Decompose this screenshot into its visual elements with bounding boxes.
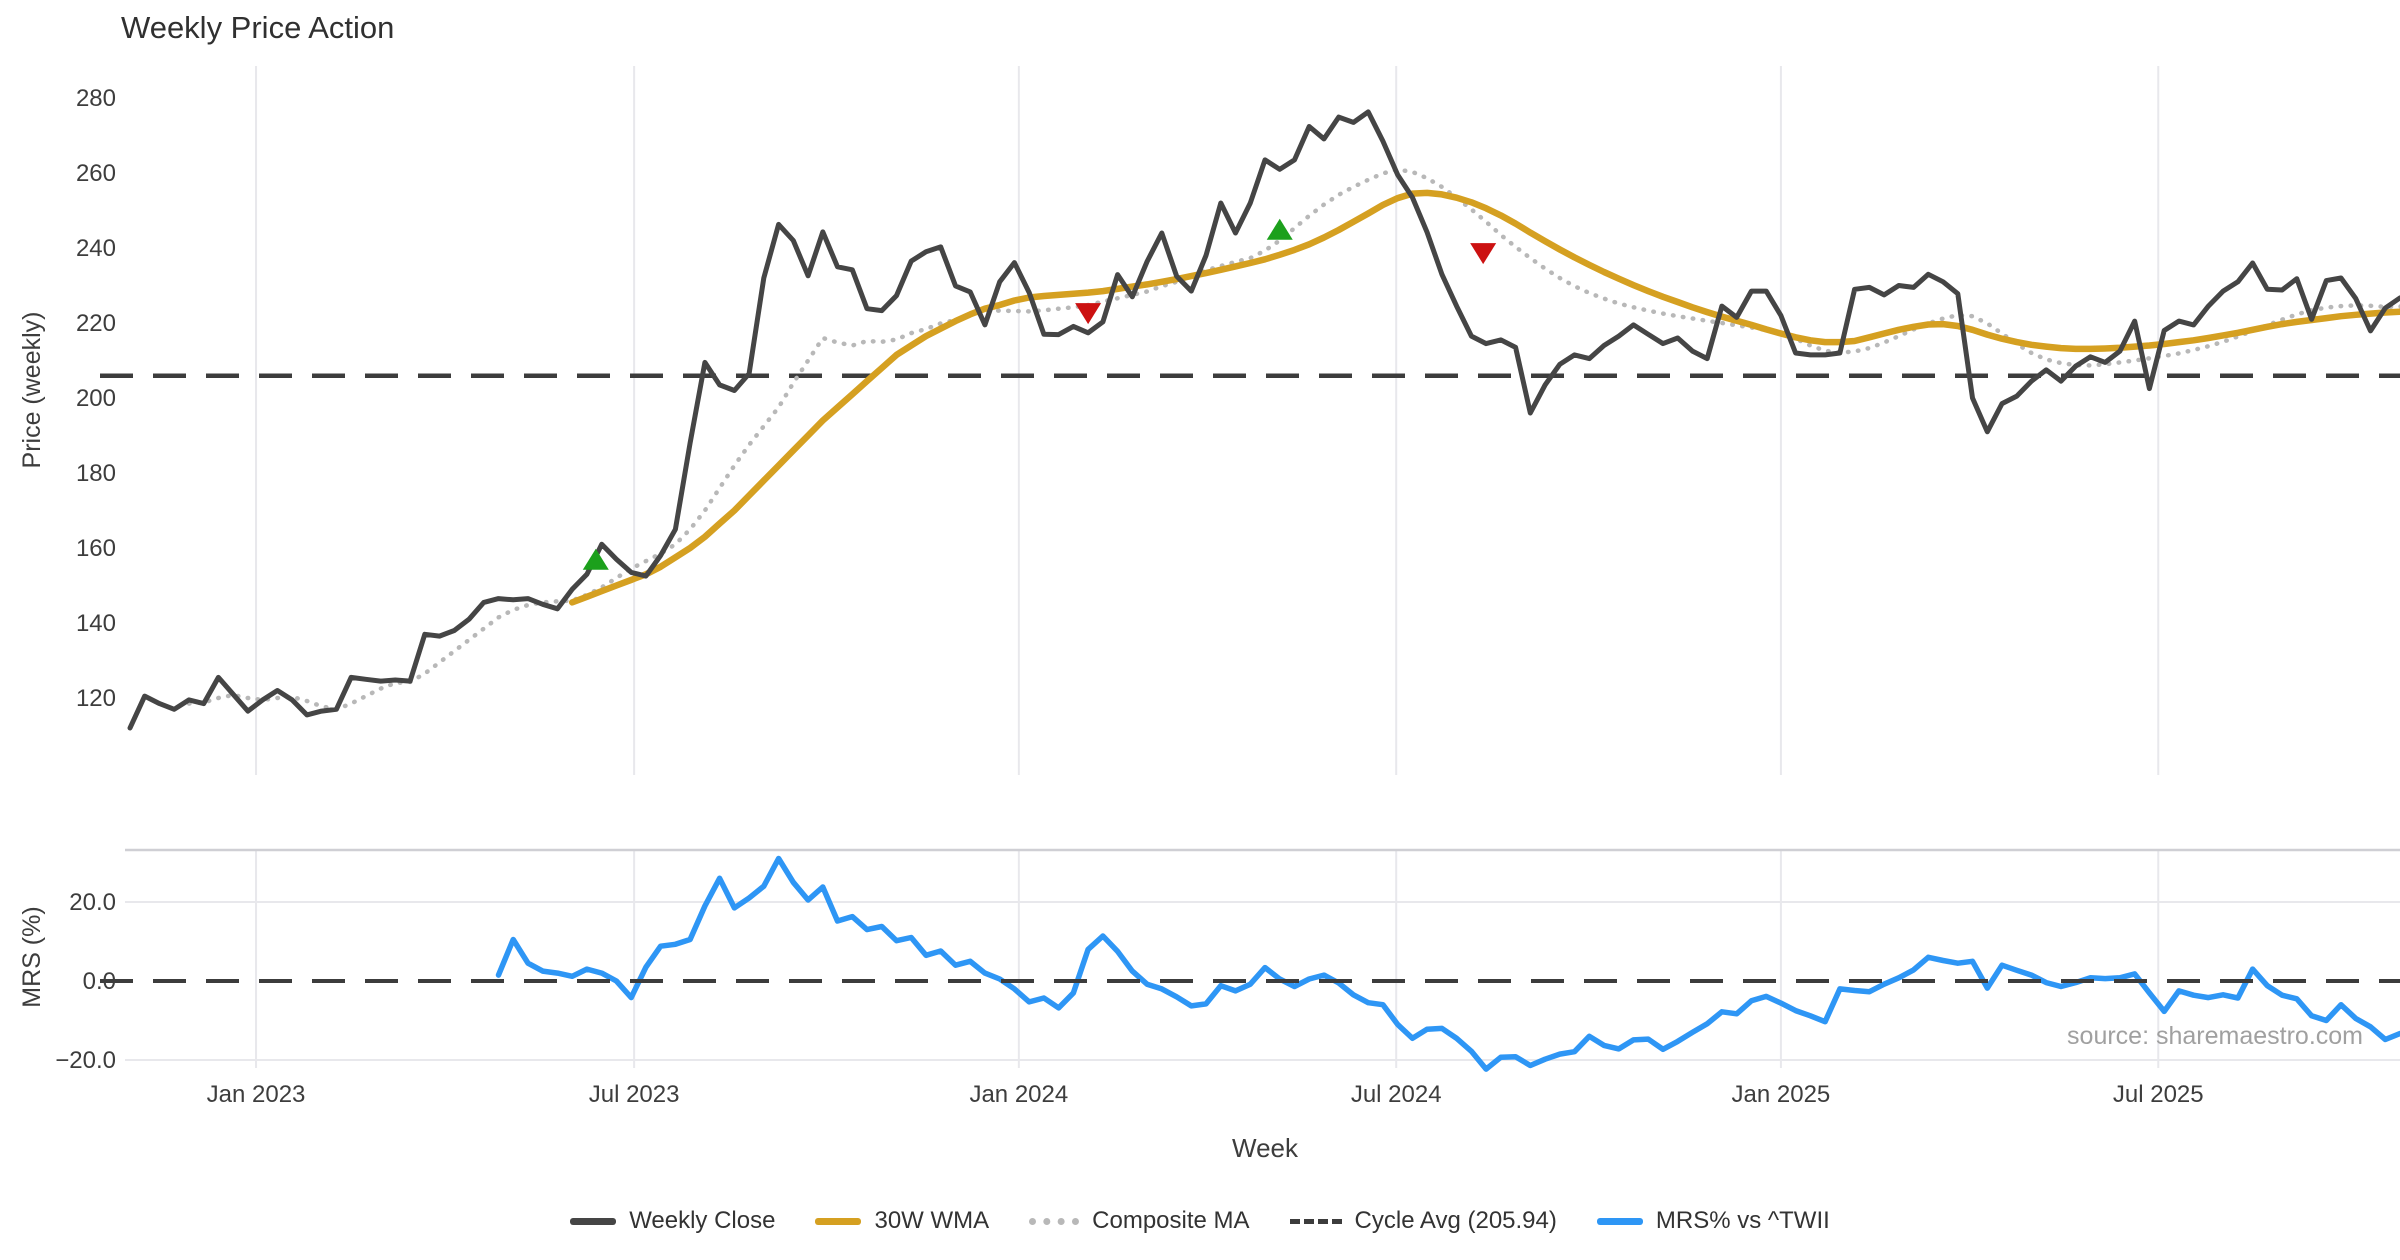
legend-label: Cycle Avg (205.94) bbox=[1354, 1207, 1557, 1234]
svg-text:20.0: 20.0 bbox=[69, 889, 116, 916]
svg-text:−20.0: −20.0 bbox=[55, 1047, 116, 1074]
svg-text:Jul 2023: Jul 2023 bbox=[589, 1081, 680, 1108]
svg-text:Jan 2023: Jan 2023 bbox=[207, 1081, 306, 1108]
mrs-axis-ticks: 20.00.0−20.0 bbox=[55, 889, 116, 1074]
svg-text:200: 200 bbox=[76, 385, 116, 412]
wma-swatch-icon bbox=[815, 1217, 862, 1225]
source-credit: source: sharemaestro.com bbox=[2067, 1022, 2363, 1050]
price-axis-label: Price (weekly) bbox=[18, 312, 46, 469]
legend-item-weekly-close: Weekly Close bbox=[570, 1207, 775, 1235]
svg-text:160: 160 bbox=[76, 535, 116, 562]
mrs-panel-gridlines bbox=[125, 848, 2400, 1068]
svg-text:120: 120 bbox=[76, 685, 116, 712]
x-axis-ticks: Jan 2023 Jul 2023 Jan 2024 Jul 2024 Jan 2025… bbox=[207, 1081, 2204, 1108]
signal-markers bbox=[582, 218, 1497, 570]
legend-item-cycle-avg: Cycle Avg (205.94) bbox=[1289, 1207, 1557, 1235]
svg-text:Jan 2024: Jan 2024 bbox=[969, 1081, 1068, 1108]
page-title: Weekly Price Action bbox=[121, 10, 394, 45]
svg-text:180: 180 bbox=[76, 460, 116, 487]
mrs-swatch-icon bbox=[1596, 1217, 1643, 1225]
price-panel-gridlines bbox=[255, 66, 2160, 775]
legend: Weekly Close 30W WMA Composite MA Cycle … bbox=[0, 1207, 2400, 1235]
cycle-avg-swatch-icon bbox=[1289, 1218, 1342, 1224]
legend-label: MRS% vs ^TWII bbox=[1655, 1207, 1830, 1234]
price-axis-ticks: 280 260 240 220 200 180 160 140 120 bbox=[76, 85, 116, 712]
legend-item-wma: 30W WMA bbox=[815, 1207, 989, 1235]
legend-item-mrs: MRS% vs ^TWII bbox=[1596, 1207, 1830, 1235]
wma-line bbox=[568, 189, 2400, 606]
legend-label: Weekly Close bbox=[629, 1207, 776, 1234]
x-axis-label: Week bbox=[1232, 1133, 1299, 1163]
svg-text:280: 280 bbox=[76, 85, 116, 112]
composite-swatch-icon bbox=[1029, 1217, 1080, 1225]
mrs-axis-label: MRS (%) bbox=[18, 906, 46, 1007]
svg-text:Jul 2024: Jul 2024 bbox=[1351, 1081, 1442, 1108]
weekly-close-line bbox=[127, 109, 2400, 731]
legend-item-composite: Composite MA bbox=[1029, 1207, 1250, 1235]
legend-label: Composite MA bbox=[1092, 1207, 1250, 1234]
svg-text:140: 140 bbox=[76, 610, 116, 637]
legend-label: 30W WMA bbox=[874, 1207, 990, 1234]
weekly-close-swatch-icon bbox=[570, 1217, 617, 1225]
composite-ma-line bbox=[186, 167, 2400, 712]
svg-text:220: 220 bbox=[76, 310, 116, 337]
svg-text:240: 240 bbox=[76, 235, 116, 262]
svg-text:260: 260 bbox=[76, 160, 116, 187]
svg-text:Jan 2025: Jan 2025 bbox=[1732, 1081, 1831, 1108]
svg-text:Jul 2025: Jul 2025 bbox=[2113, 1081, 2204, 1108]
